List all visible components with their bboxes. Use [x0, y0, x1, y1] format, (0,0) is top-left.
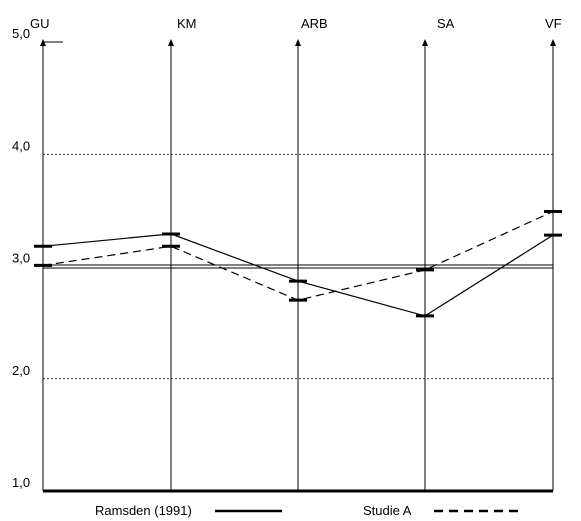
legend: Ramsden (1991) Studie A	[95, 503, 520, 518]
category-label-GU: GU	[30, 16, 50, 31]
y-tick-label: 4,0	[12, 138, 30, 153]
y-tick-label: 5,0	[12, 26, 30, 41]
y-tick-label: 3,0	[12, 251, 30, 266]
axis-layer	[40, 39, 556, 493]
axis-arrow-SA	[422, 39, 428, 46]
category-label-SA: SA	[437, 16, 455, 31]
y-tick-label: 2,0	[12, 363, 30, 378]
series-layer	[34, 209, 562, 318]
category-label-KM: KM	[177, 16, 197, 31]
label-layer: 5,0 4,0 3,0 2,0 1,0 GU KM ARB SA VF	[12, 16, 562, 490]
axis-arrow-KM	[168, 39, 174, 46]
axis-arrow-ARB	[295, 39, 301, 46]
legend-label-2: Studie A	[363, 503, 412, 518]
legend-label-1: Ramsden (1991)	[95, 503, 192, 518]
category-label-ARB: ARB	[301, 16, 328, 31]
axis-arrow-VF	[550, 39, 556, 46]
y-tick-label: 1,0	[12, 475, 30, 490]
category-label-VF: VF	[545, 16, 562, 31]
